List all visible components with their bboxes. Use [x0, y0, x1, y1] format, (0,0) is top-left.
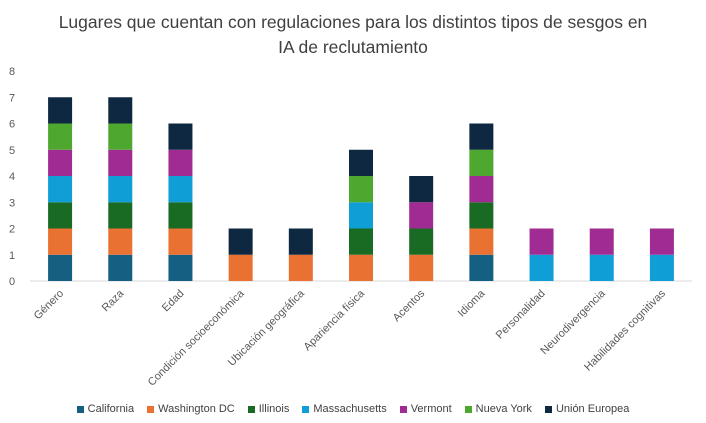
bar-segment: [469, 176, 494, 203]
legend-swatch: [544, 405, 552, 413]
legend-swatch: [247, 405, 255, 413]
y-tick-label: 4: [9, 171, 15, 183]
legend-swatch: [399, 405, 407, 413]
bar-segment: [48, 176, 73, 203]
bar-segment: [649, 228, 674, 255]
bar-segment: [469, 202, 494, 229]
bar-segment: [529, 254, 554, 281]
legend-item: Unión Europea: [544, 403, 630, 415]
legend-label: Nueva York: [475, 403, 532, 415]
bar-segment: [108, 97, 133, 124]
legend-swatch: [147, 405, 155, 413]
x-tick-label: Apariencia física: [302, 287, 368, 353]
x-tick-label: Acentos: [391, 287, 428, 324]
x-tick-label: Idioma: [456, 287, 488, 319]
legend-item: Nueva York: [464, 403, 532, 415]
bar-segment: [409, 176, 434, 203]
bar-segment: [409, 228, 434, 255]
x-tick-label: Personalidad: [494, 288, 548, 342]
y-tick-label: 7: [9, 92, 15, 104]
bar-segment: [349, 149, 373, 176]
bar-segment: [168, 202, 193, 229]
bar-segment: [228, 228, 253, 255]
bar-segment: [48, 254, 73, 281]
bar-segment: [589, 228, 614, 255]
legend-swatch: [464, 405, 472, 413]
chart-legend: California Washington DC Illinois Massachus…: [0, 403, 706, 415]
bar-segment: [469, 228, 494, 255]
legend-item: Washington DC: [147, 403, 235, 415]
y-tick-label: 6: [9, 119, 15, 131]
legend-item: Vermont: [399, 403, 452, 415]
bar-segment: [48, 149, 73, 176]
y-tick-label: 2: [9, 224, 15, 236]
x-tick-label: Edad: [160, 288, 187, 315]
chart-title: Lugares que cuentan con regulaciones par…: [0, 10, 706, 60]
chart-title-line-1: Lugares que cuentan con regulaciones par…: [58, 12, 648, 32]
y-tick-label: 3: [9, 197, 15, 209]
bar-segment: [529, 228, 554, 255]
bar-segment: [288, 228, 313, 255]
x-tick-label: Condición socioeconómica: [146, 287, 248, 389]
bar-segment: [108, 176, 133, 203]
legend-label: Massachusetts: [313, 403, 387, 415]
y-tick-label: 8: [9, 66, 15, 78]
legend-label: Unión Europea: [555, 403, 630, 415]
bar-segment: [589, 254, 614, 281]
legend-label: Vermont: [410, 403, 452, 415]
bar-segment: [168, 149, 193, 176]
bar-segment: [409, 202, 434, 229]
bar-segment: [349, 254, 373, 281]
bar-segment: [168, 228, 193, 255]
bar-segment: [48, 123, 73, 150]
bar-segment: [108, 202, 133, 229]
bar-segment: [168, 123, 193, 150]
x-tick-label: Neurodivergencia: [538, 287, 608, 357]
bar-segment: [48, 97, 73, 124]
x-tick-label: Raza: [100, 287, 127, 314]
bar-segment: [168, 176, 193, 203]
legend-item: Illinois: [247, 403, 290, 415]
legend-label: Illinois: [258, 403, 290, 415]
bar-segment: [349, 202, 373, 229]
legend-label: Washington DC: [158, 403, 235, 415]
bar-segment: [649, 254, 674, 281]
legend-swatch: [302, 405, 310, 413]
bar-segment: [108, 228, 133, 255]
bar-segment: [409, 254, 434, 281]
bar-segment: [469, 149, 494, 176]
y-tick-label: 0: [9, 276, 15, 288]
bar-segment: [349, 228, 373, 255]
bar-segment: [469, 254, 494, 281]
bar-segment: [228, 254, 253, 281]
bar-segment: [349, 176, 373, 203]
legend-label: California: [87, 403, 135, 415]
bar-segment: [108, 254, 133, 281]
bar-segment: [108, 149, 133, 176]
bar-segment: [48, 228, 73, 255]
bar-segment: [108, 123, 133, 150]
bar-segment: [469, 123, 494, 150]
legend-item: California: [76, 403, 135, 415]
bar-segment: [168, 254, 193, 281]
y-tick-label: 1: [9, 250, 15, 262]
bar-segment: [288, 254, 313, 281]
y-tick-label: 5: [9, 145, 15, 157]
bar-segment: [48, 202, 73, 229]
x-tick-label: Género: [32, 288, 66, 322]
chart-title-line-2: IA de reclutamiento: [278, 37, 428, 57]
legend-item: Massachusetts: [302, 403, 387, 415]
legend-swatch: [76, 405, 84, 413]
